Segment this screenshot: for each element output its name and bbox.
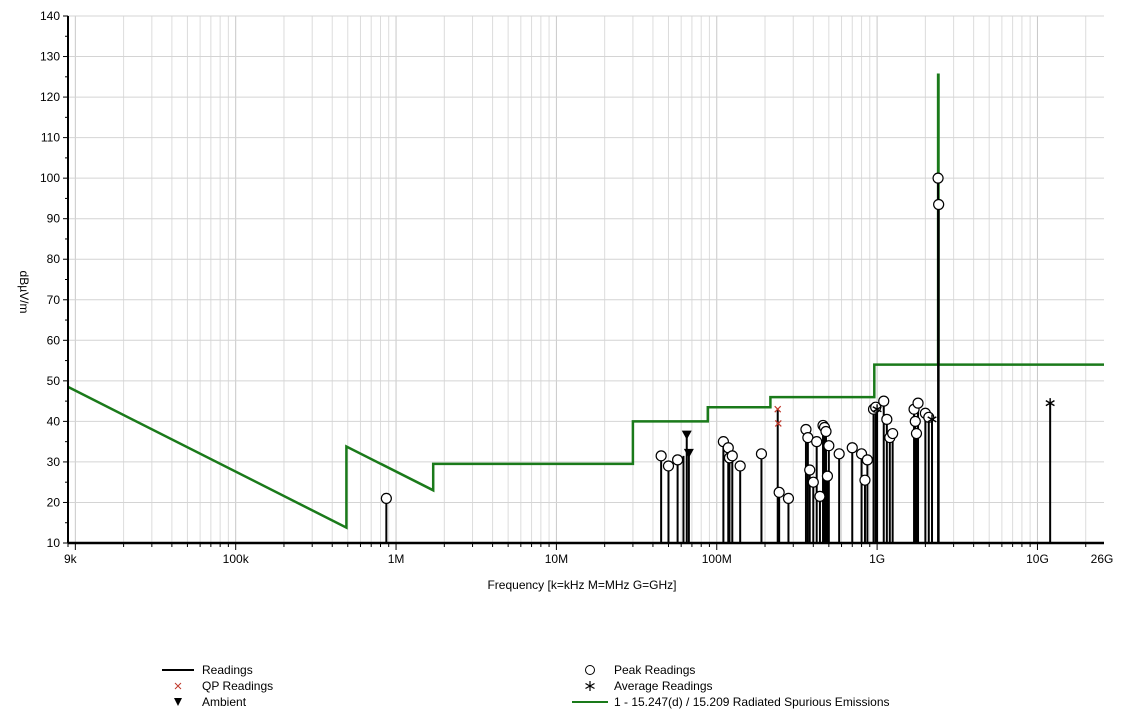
peak-marker <box>859 474 871 486</box>
x-tick-label: 1G <box>869 552 885 566</box>
legend-label-qp: QP Readings <box>202 679 274 693</box>
peak-marker <box>773 486 785 498</box>
peak-marker <box>380 492 392 505</box>
average-marker <box>927 414 937 425</box>
peak-marker <box>804 464 816 476</box>
peak-marker <box>672 454 684 466</box>
peak-marker <box>814 490 826 502</box>
legend-label-ambient: Ambient <box>202 695 247 709</box>
y-tick-label: 60 <box>47 333 61 347</box>
peak-marker <box>734 460 746 472</box>
line-icon <box>158 662 198 678</box>
limit-line-group <box>67 73 1104 530</box>
peak-marker <box>912 397 924 409</box>
y-tick-label: 110 <box>41 131 60 145</box>
ambient-marker <box>683 448 694 458</box>
peak-marker <box>881 413 893 425</box>
legend-item-peak: Peak Readings <box>570 662 890 678</box>
legend-item-qp: QP Readings <box>158 678 273 694</box>
x-tick-label: 26G <box>1091 552 1114 566</box>
y-tick-label: 80 <box>47 252 61 266</box>
peak-marker <box>823 440 835 452</box>
peak-marker <box>662 460 675 472</box>
legend-item-average: Average Readings <box>570 678 890 694</box>
x-tick-label: 100k <box>223 552 250 566</box>
chart-axes: 10 20 30 40 50 60 70 80 90 100 110 120 130 140 9k 100k 1… <box>40 9 1113 566</box>
average-marker <box>872 404 882 415</box>
peak-marker <box>846 442 858 454</box>
x-tick-label: 100M <box>702 552 732 566</box>
peak-marker <box>782 492 795 505</box>
y-tick-label: 20 <box>47 495 61 509</box>
y-tick-label: 90 <box>47 212 61 226</box>
y-tick-label: 50 <box>47 374 61 388</box>
reading-markers-group <box>380 172 1055 505</box>
peak-marker <box>910 427 923 440</box>
x-tick-label: 9k <box>64 552 78 566</box>
ambient-marker <box>681 430 692 440</box>
peak-marker <box>821 470 834 482</box>
peak-marker <box>820 425 832 438</box>
legend-item-limit: 1 - 15.247(d) / 15.209 Radiated Spurious… <box>570 694 890 710</box>
qp-marker <box>774 419 782 427</box>
y-tick-label: 40 <box>47 414 61 428</box>
y-tick-label: 10 <box>47 536 61 550</box>
average-marker <box>1045 398 1055 409</box>
legend-label-average: Average Readings <box>614 679 713 693</box>
reading-stems-group <box>385 178 1052 543</box>
x-axis-title: Frequency [k=kHz M=MHz G=GHz] <box>487 578 676 592</box>
y-axis-title: dBµV/m <box>17 271 31 314</box>
peak-marker <box>833 448 845 460</box>
peak-marker <box>755 448 768 460</box>
triangle-down-icon <box>158 694 198 710</box>
legend-label-limit: 1 - 15.247(d) / 15.209 Radiated Spurious… <box>614 695 890 709</box>
x-tick-label: 10M <box>545 552 568 566</box>
peak-marker <box>655 450 667 462</box>
asterisk-marker-icon <box>570 678 610 694</box>
legend-left: Readings QP Readings Ambient <box>158 662 273 710</box>
x-marker-icon <box>158 678 198 694</box>
y-tick-label: 70 <box>47 293 61 307</box>
y-tick-label: 30 <box>47 455 61 469</box>
qp-marker <box>774 405 782 413</box>
peak-marker <box>811 436 823 448</box>
y-tick-label: 130 <box>40 50 60 64</box>
peak-marker <box>909 415 921 427</box>
x-tick-label: 10G <box>1026 552 1049 566</box>
peak-marker <box>726 450 738 462</box>
green-line-icon <box>570 694 610 710</box>
legend-label-peak: Peak Readings <box>614 663 696 677</box>
legend-item-readings: Readings <box>158 662 273 678</box>
peak-marker <box>807 476 819 488</box>
legend-right: Peak Readings Average Readings 1 - 15.24… <box>570 662 890 710</box>
legend-item-ambient: Ambient <box>158 694 273 710</box>
limit-line <box>67 73 1104 530</box>
emissions-chart: 10 20 30 40 50 60 70 80 90 100 110 120 130 140 9k 100k 1… <box>17 9 1113 592</box>
peak-marker <box>878 395 890 407</box>
peak-marker <box>861 454 874 466</box>
peak-marker <box>887 427 899 440</box>
y-tick-label: 120 <box>40 90 60 104</box>
peak-marker <box>933 198 945 211</box>
circle-marker-icon <box>570 662 610 678</box>
y-tick-label: 100 <box>40 171 60 185</box>
y-tick-label: 140 <box>40 9 60 23</box>
peak-marker <box>932 172 944 184</box>
legend-label-readings: Readings <box>202 663 253 677</box>
x-tick-label: 1M <box>388 552 405 566</box>
